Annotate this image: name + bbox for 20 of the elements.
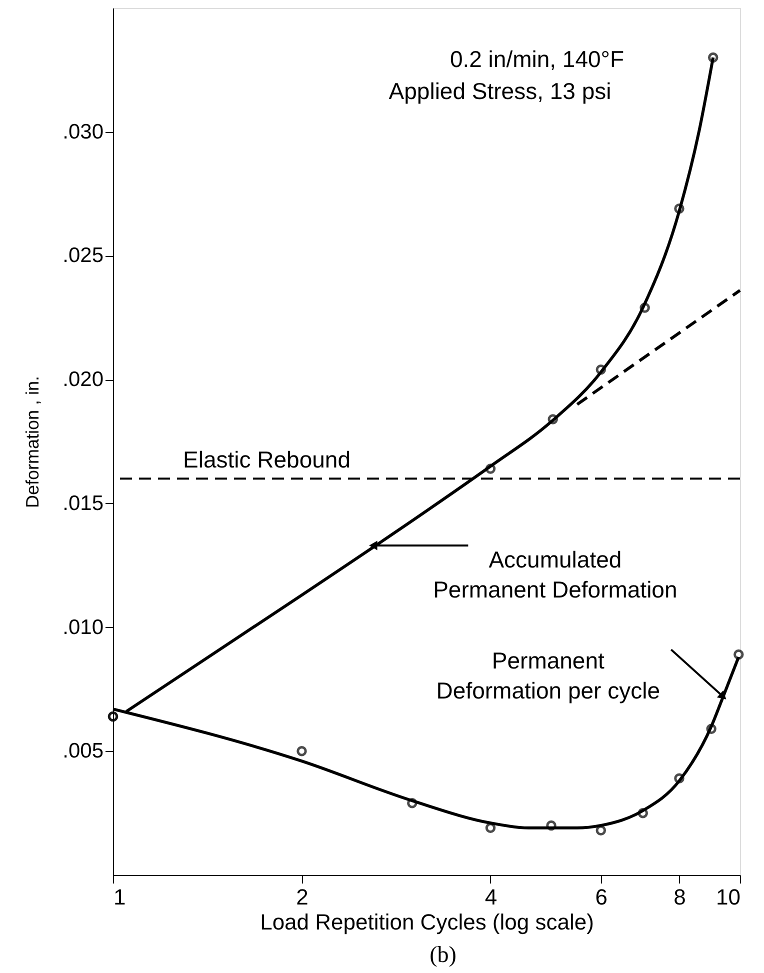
x-tick-label: 1 [114,884,126,910]
y-tick-label: .030 [62,120,104,144]
x-tick-label: 4 [484,884,498,910]
y-tick-label: .020 [62,368,104,392]
annotation: Permanent Deformation per cycle [436,648,660,704]
ref-line-label: Elastic Rebound [183,446,350,473]
y-tick-label: .015 [62,492,104,515]
y-tick-label: .025 [62,244,104,268]
x-tick-label: 6 [595,884,608,910]
y-tick-label: .005 [62,740,104,763]
x-tick-label: 8 [674,884,686,910]
annotation: Accumulated Permanent Deformation [433,546,678,603]
y-tick-label: .010 [62,616,104,639]
annotation: Applied Stress, 13 psi [388,78,612,104]
x-tick-label: 10 [716,884,740,910]
text: (b) [430,942,456,967]
annotation: 0.2 in/min, 140°F [450,46,624,72]
x-tick-label: 2 [296,884,308,910]
x-axis-title: Load Repetition Cycles (log scale) [260,910,594,934]
y-axis-title: Deformation , in. [22,376,43,508]
